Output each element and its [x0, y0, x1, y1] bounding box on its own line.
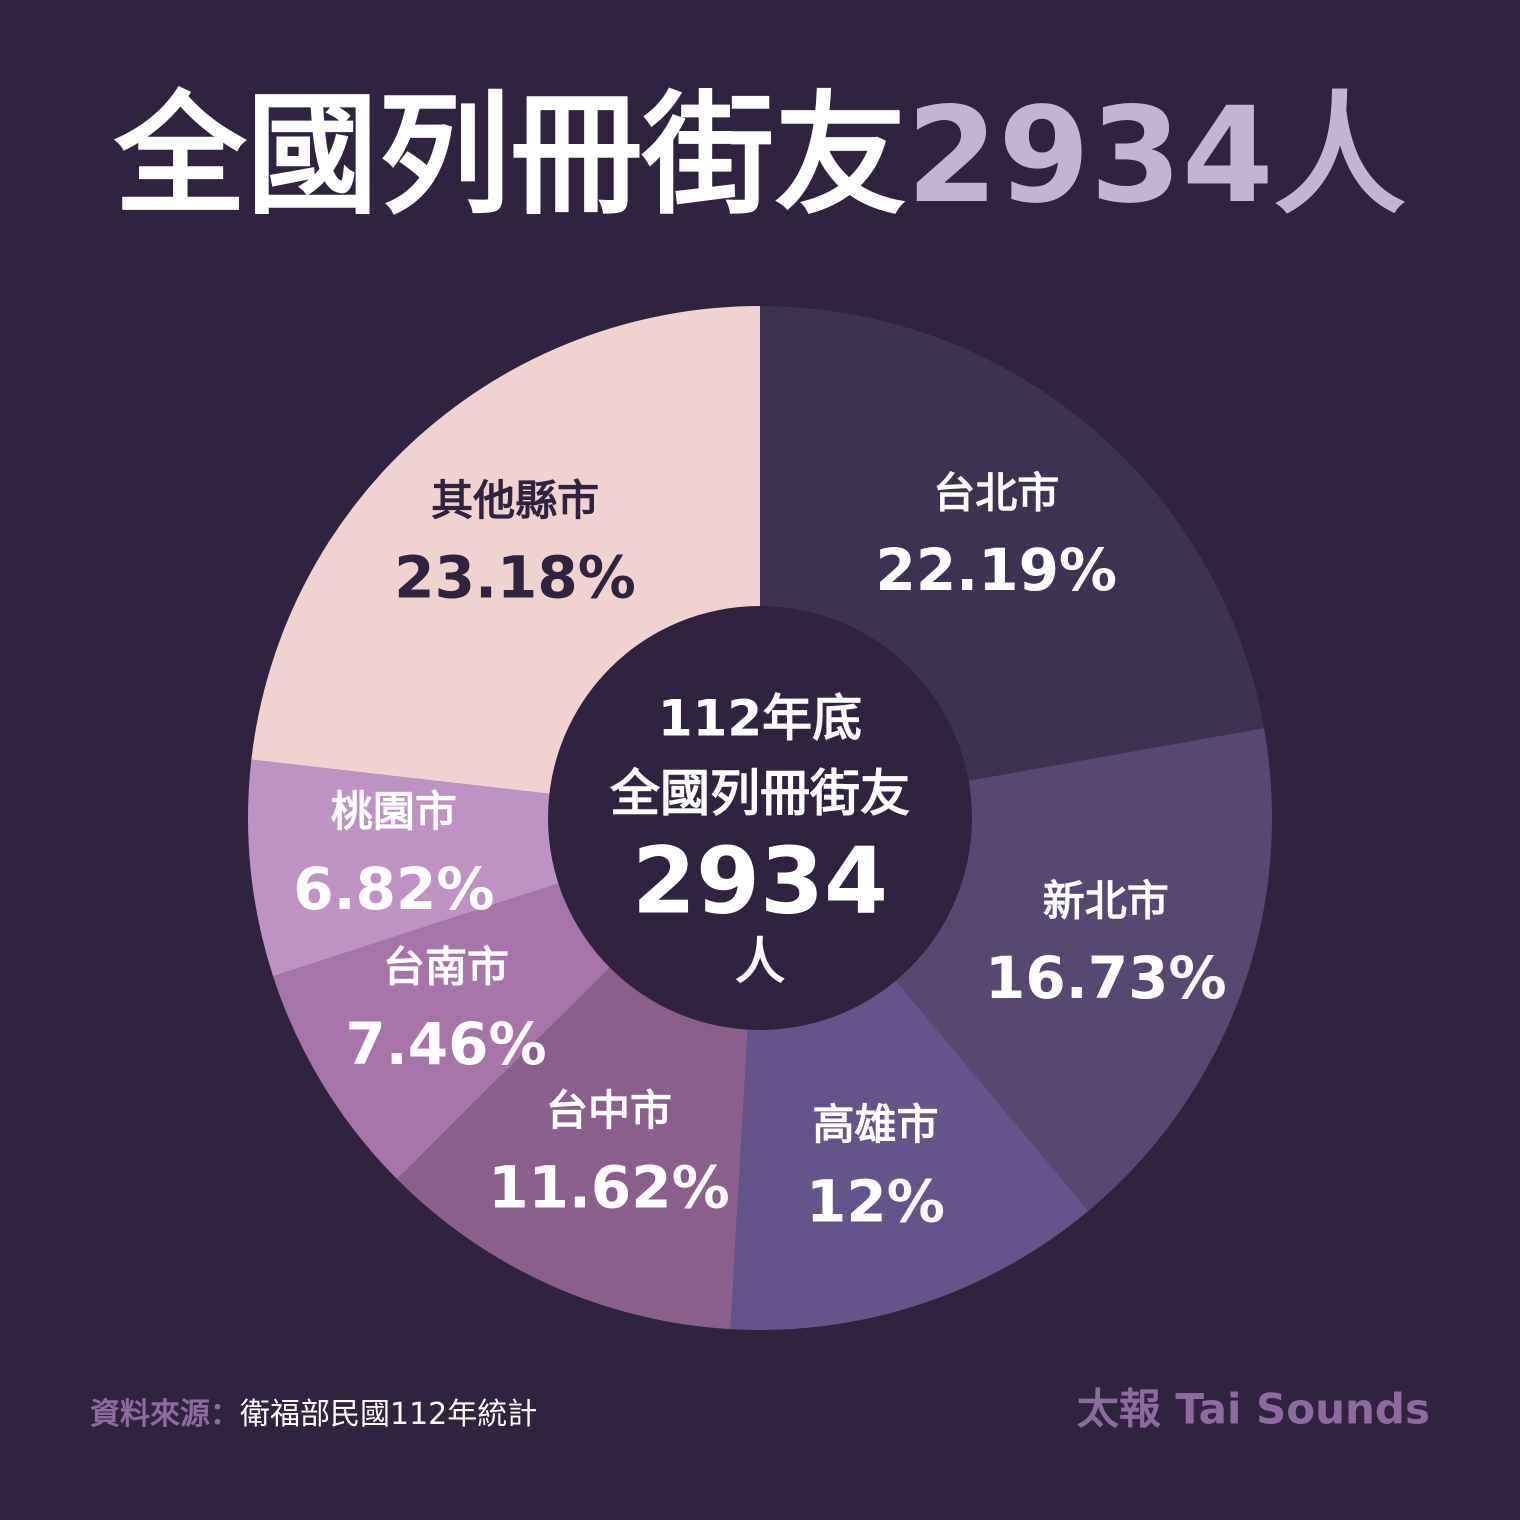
center-total: 2934 — [632, 827, 888, 934]
slice-value: 11.62% — [488, 1154, 730, 1222]
slice-value: 16.73% — [985, 944, 1227, 1012]
slice-value: 23.18% — [394, 543, 636, 611]
slice-label: 台中市 — [546, 1086, 672, 1135]
title-highlight: 2934人 — [906, 79, 1405, 233]
slice-label: 其他縣市 — [431, 476, 599, 525]
slice-label: 新北市 — [1043, 876, 1169, 925]
slice-label: 台北市 — [933, 468, 1059, 517]
title: 全國列冊街友2934人 — [113, 79, 1405, 233]
slice-value: 6.82% — [293, 855, 494, 923]
donut-hole — [548, 606, 972, 1030]
source-text: 衛福部民國112年統計 — [240, 1397, 537, 1432]
brand: 太報 Tai Sounds — [1077, 1385, 1430, 1434]
slice-label: 桃園市 — [331, 787, 457, 836]
slice-value: 7.46% — [345, 1010, 546, 1078]
center-text: 112年底 — [658, 690, 862, 748]
slice-label: 高雄市 — [812, 1100, 938, 1149]
slice-label: 台南市 — [383, 942, 509, 991]
slice-value: 12% — [806, 1168, 945, 1236]
source-label: 資料來源： — [90, 1397, 240, 1432]
center-text: 全國列冊街友 — [609, 765, 910, 823]
source: 資料來源：衛福部民國112年統計 — [90, 1397, 537, 1432]
center-text: 人 — [735, 933, 785, 991]
title-main: 全國列冊街友 — [113, 79, 906, 233]
slice-value: 22.19% — [875, 536, 1117, 604]
